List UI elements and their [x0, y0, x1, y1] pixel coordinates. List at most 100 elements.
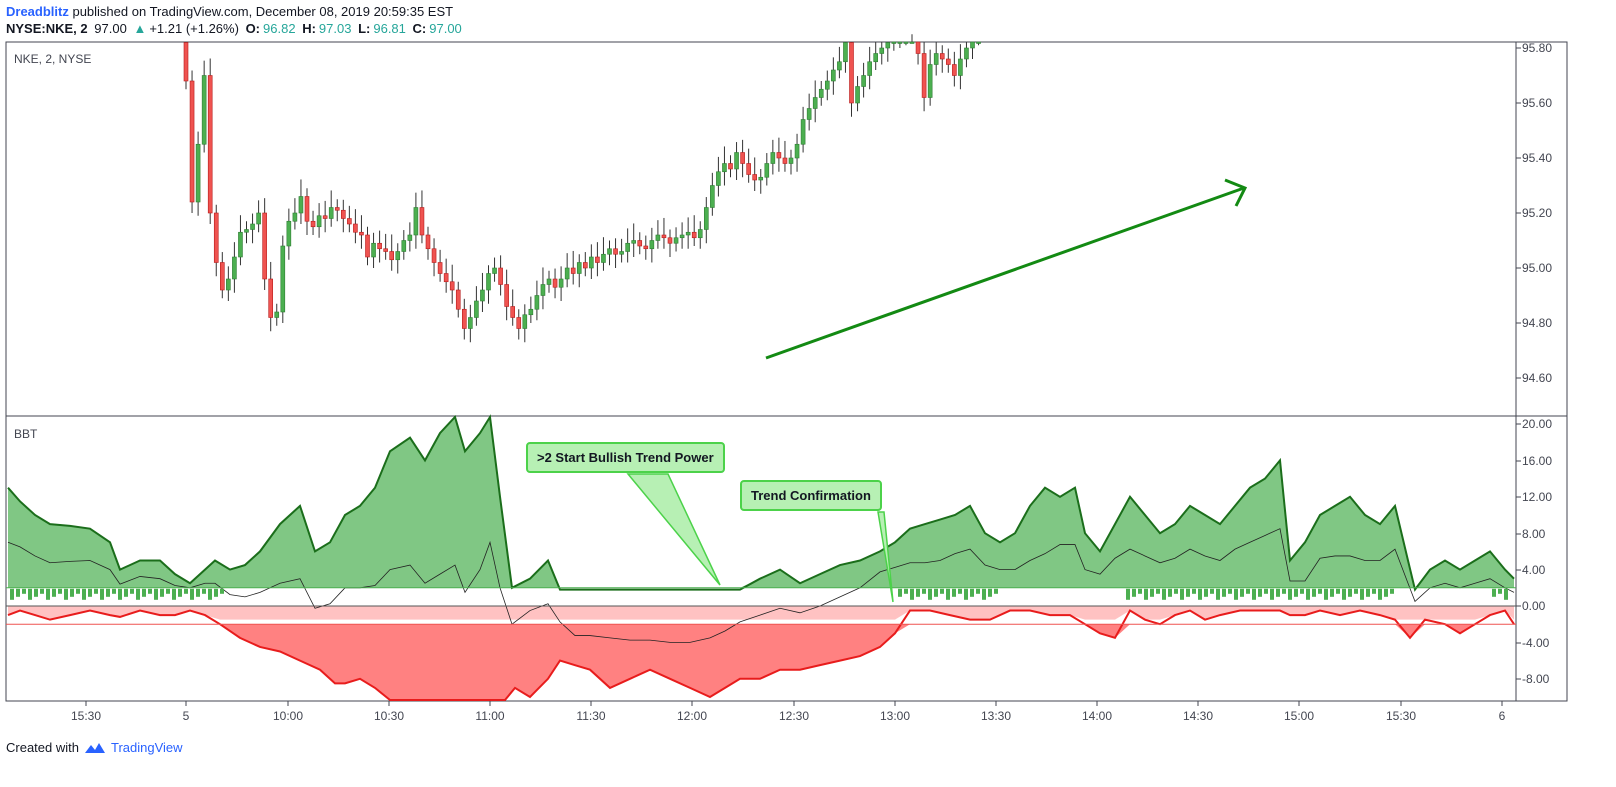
candle-body — [522, 314, 528, 329]
histogram-bar — [1492, 588, 1496, 597]
candle-body — [328, 207, 334, 219]
candle-body — [576, 262, 582, 274]
candle-body — [861, 75, 866, 87]
candle-body — [377, 242, 382, 250]
histogram-bar — [22, 588, 26, 594]
time-tick-label: 5 — [183, 709, 190, 723]
candle-body — [183, 42, 189, 82]
candlestick-series — [183, 34, 981, 343]
candle-body — [915, 41, 921, 54]
candle-body — [812, 97, 818, 109]
candle-body — [933, 53, 939, 65]
candle-body — [395, 251, 401, 261]
histogram-bar — [1378, 588, 1382, 600]
histogram-bar — [202, 588, 206, 594]
author-link[interactable]: Dreadblitz — [6, 4, 69, 19]
trend-arrow-line — [765, 186, 1245, 360]
candle-body — [601, 253, 606, 263]
candle-body — [280, 245, 286, 313]
publish-info: Dreadblitz published on TradingView.com,… — [6, 4, 453, 20]
candle-body — [927, 64, 933, 98]
histogram-bar — [1318, 588, 1322, 594]
value-tick-label: 20.00 — [1522, 417, 1552, 431]
histogram-bar — [1294, 588, 1298, 597]
price-axis[interactable]: 95.80 95.60 95.40 95.20 95.00 94.80 94.60 — [1516, 41, 1552, 385]
histogram-bar — [976, 588, 980, 594]
trend-arrow — [765, 178, 1248, 360]
histogram-bar — [904, 588, 908, 594]
high-label: H: — [302, 21, 316, 36]
histogram-bar — [1342, 588, 1346, 600]
histogram-bar — [916, 588, 920, 597]
candle-body — [679, 234, 685, 239]
histogram-bar — [172, 588, 176, 600]
candle-body — [201, 75, 207, 145]
bbt-signal-line — [7, 528, 1515, 643]
tradingview-link[interactable]: TradingView — [110, 740, 183, 755]
histogram-bar — [1198, 588, 1202, 600]
histogram-bar — [1132, 588, 1136, 597]
candle-body — [806, 108, 812, 120]
time-tick-label: 13:30 — [981, 709, 1011, 723]
candle-body — [347, 218, 352, 225]
candle-body — [474, 300, 479, 318]
callout-2-pointer — [877, 511, 894, 603]
candle-body — [673, 237, 679, 244]
histogram-bar — [94, 588, 98, 594]
histogram-bar — [1150, 588, 1154, 597]
histogram-bar — [70, 588, 74, 597]
candle-body — [958, 58, 963, 76]
candle-body — [667, 237, 673, 244]
candle-body — [637, 240, 643, 247]
histogram-bar — [1390, 588, 1394, 594]
candle-body — [371, 242, 376, 258]
callout-bullish-trend-power: >2 Start Bullish Trend Power — [526, 442, 725, 473]
histogram-bar — [64, 588, 68, 600]
bbt-indicator — [6, 414, 1516, 701]
candle-body — [383, 248, 388, 252]
candle-body — [837, 61, 842, 71]
histogram-bar — [1360, 588, 1364, 600]
histogram-bar — [1144, 588, 1148, 600]
candle-body — [310, 220, 316, 228]
histogram-bar — [1240, 588, 1244, 597]
candle-body — [952, 64, 957, 76]
candle-body — [540, 284, 546, 296]
histogram-bar — [1504, 588, 1508, 600]
bearish-light-area — [8, 606, 1514, 620]
histogram-bar — [88, 588, 92, 597]
candle-body — [867, 61, 872, 76]
histogram-bar — [214, 588, 218, 597]
histogram-bar — [1324, 588, 1328, 600]
candle-body — [492, 267, 497, 274]
candle-body — [782, 157, 788, 164]
value-axis[interactable]: 20.00 16.00 12.00 8.00 4.00 0.00 -4.00 -8.00 — [1516, 417, 1552, 686]
time-tick-label: 15:00 — [1284, 709, 1314, 723]
time-tick-label: 10:00 — [273, 709, 303, 723]
symbol-label[interactable]: NYSE:NKE, 2 — [6, 21, 88, 36]
candle-body — [226, 278, 231, 291]
histogram-bar — [1180, 588, 1184, 600]
candle-body — [298, 196, 304, 214]
tradingview-logo-icon — [84, 742, 105, 753]
histogram-bar — [16, 588, 20, 597]
candle-body — [921, 53, 927, 98]
histogram-bar — [928, 588, 932, 600]
histogram-bar — [1246, 588, 1250, 594]
price-tick-label: 95.20 — [1522, 206, 1552, 220]
histogram-bar — [1348, 588, 1352, 597]
price-tick-label: 95.00 — [1522, 261, 1552, 275]
candle-body — [564, 267, 570, 280]
candle-body — [322, 215, 328, 219]
histogram-bar — [196, 588, 200, 597]
candle-body — [619, 251, 624, 255]
open-label: O: — [245, 21, 261, 36]
candle-body — [570, 267, 576, 274]
time-axis[interactable]: 15:30 5 10:00 10:30 11:00 11:30 12:00 12:30 13:0… — [71, 701, 1506, 723]
trend-arrow-head-icon — [1224, 178, 1248, 207]
histogram-bar — [40, 588, 44, 594]
candle-body — [625, 242, 630, 252]
histogram-bar — [160, 588, 164, 597]
candle-body — [710, 185, 715, 208]
